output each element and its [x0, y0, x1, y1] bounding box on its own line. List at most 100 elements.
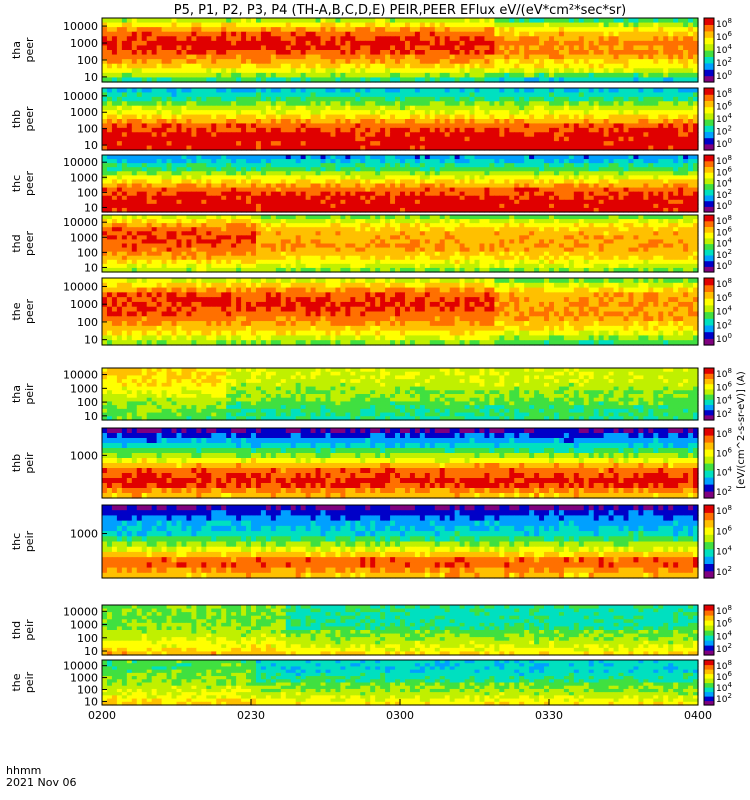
y-tick-label: 1000 — [70, 37, 98, 50]
heatmap-cells — [102, 605, 699, 656]
panel-frame — [101, 17, 699, 83]
panel-frame — [101, 154, 699, 213]
y-axis-label-probe: thb — [10, 110, 23, 128]
colorbar-tick-label: 104 — [716, 629, 732, 642]
y-tick-label: 10000 — [63, 216, 98, 229]
heatmap-cells — [102, 215, 699, 273]
colorbar-tick-label: 104 — [716, 545, 732, 558]
time-axis-label-hhmm: hhmm — [6, 764, 41, 777]
colorbar-tick-label: 100 — [716, 332, 732, 345]
y-axis-label-probe: the — [10, 302, 23, 320]
time-tick-label: 0330 — [535, 709, 563, 722]
y-tick-label: 10 — [84, 261, 98, 274]
y-tick-label: 10000 — [63, 156, 98, 169]
colorbar-tick-label: 102 — [716, 642, 732, 655]
heatmap-cells — [102, 505, 699, 579]
panel-frame — [101, 214, 699, 273]
y-axis-label-species: peir — [23, 671, 36, 693]
y-tick-label: 10 — [84, 201, 98, 214]
colorbar-tick-label: 104 — [716, 112, 732, 125]
y-tick-label: 100 — [77, 396, 98, 409]
colorbar: 108 106 104 102 — [703, 427, 732, 499]
figure-title: P5, P1, P2, P3, P4 (TH-A,B,C,D,E) PEIR,P… — [174, 3, 627, 18]
heatmap-cells — [102, 18, 699, 83]
y-tick-label: 10000 — [63, 90, 98, 103]
colorbar-tick-label: 106 — [716, 446, 732, 459]
y-axis-label-species: peer — [23, 37, 36, 63]
y-tick-label: 10 — [84, 71, 98, 84]
y-tick-label: 1000 — [70, 106, 98, 119]
colorbar-tick-label: 108 — [716, 17, 732, 30]
colorbar-tick-label: 100 — [716, 259, 732, 272]
panel-thc-peir: 1000 thc peir 108 106 104 102 — [10, 504, 732, 579]
y-tick-label: 10000 — [63, 660, 98, 673]
y-tick-label: 10000 — [63, 369, 98, 382]
colorbar-tick-label: 102 — [716, 407, 732, 420]
y-axis-label-species: peer — [23, 106, 36, 132]
y-axis-label-species: peer — [23, 171, 36, 197]
colorbar-tick-label: 102 — [716, 565, 732, 578]
colorbar-tick-label: 108 — [716, 427, 732, 440]
time-tick-label: 0200 — [88, 709, 116, 722]
y-tick-label: 1000 — [70, 449, 98, 462]
y-tick-label: 10000 — [63, 605, 98, 618]
panel-frame — [101, 87, 699, 151]
panel-frame — [101, 367, 699, 421]
y-axis-label-species: peir — [23, 383, 36, 405]
y-tick-label: 1000 — [70, 298, 98, 311]
colorbar-label: [eV/(cm^2-s-sr-eV)] (A) — [736, 371, 747, 489]
y-tick-label: 100 — [77, 123, 98, 136]
colorbar-tick-label: 106 — [716, 100, 732, 113]
time-tick-label: 0400 — [684, 709, 712, 722]
y-tick-label: 1000 — [70, 619, 98, 632]
colorbar-tick-label: 100 — [716, 137, 732, 150]
y-tick-label: 10 — [84, 410, 98, 423]
heatmap-cells — [102, 368, 699, 421]
y-axis-label-probe: thc — [10, 533, 23, 550]
time-axis-label-date: 2021 Nov 06 — [6, 776, 76, 789]
y-axis-label-probe: tha — [10, 41, 23, 59]
y-axis-label-probe: thb — [10, 454, 23, 472]
colorbar-tick-label: 104 — [716, 43, 732, 56]
colorbar-tick-label: 104 — [716, 305, 732, 318]
y-axis-label-probe: the — [10, 673, 23, 691]
colorbar-tick-label: 106 — [716, 617, 732, 630]
panel-frame — [101, 604, 699, 656]
y-tick-label: 100 — [77, 316, 98, 329]
heatmap-cells — [102, 428, 699, 499]
colorbar-tick-label: 102 — [716, 56, 732, 69]
panel-frame — [101, 504, 699, 579]
y-tick-label: 1000 — [70, 171, 98, 184]
colorbar-tick-label: 102 — [716, 318, 732, 331]
y-axis-label-species: peir — [23, 619, 36, 641]
heatmap-cells — [102, 88, 699, 151]
y-tick-label: 1000 — [70, 528, 98, 541]
y-tick-label: 100 — [77, 632, 98, 645]
y-tick-label: 100 — [77, 54, 98, 67]
time-tick-label: 0230 — [237, 709, 265, 722]
colorbar-tick-label: 102 — [716, 485, 732, 498]
heatmap-cells — [102, 155, 699, 213]
y-axis-label-probe: thd — [10, 234, 23, 252]
colorbar-tick-label: 106 — [716, 291, 732, 304]
colorbar-tick-label: 104 — [716, 466, 732, 479]
colorbar-tick-label: 108 — [716, 504, 732, 517]
colorbar-tick-label: 104 — [716, 394, 732, 407]
y-tick-label: 100 — [77, 684, 98, 697]
colorbar-tick-label: 106 — [716, 30, 732, 43]
y-tick-label: 1000 — [70, 672, 98, 685]
y-tick-label: 10000 — [63, 280, 98, 293]
colorbar-tick-label: 108 — [716, 87, 732, 100]
colorbar-tick-label: 100 — [716, 69, 732, 82]
y-axis-label-species: peer — [23, 299, 36, 325]
colorbar-tick-label: 106 — [716, 380, 732, 393]
panel-frame — [101, 427, 699, 499]
